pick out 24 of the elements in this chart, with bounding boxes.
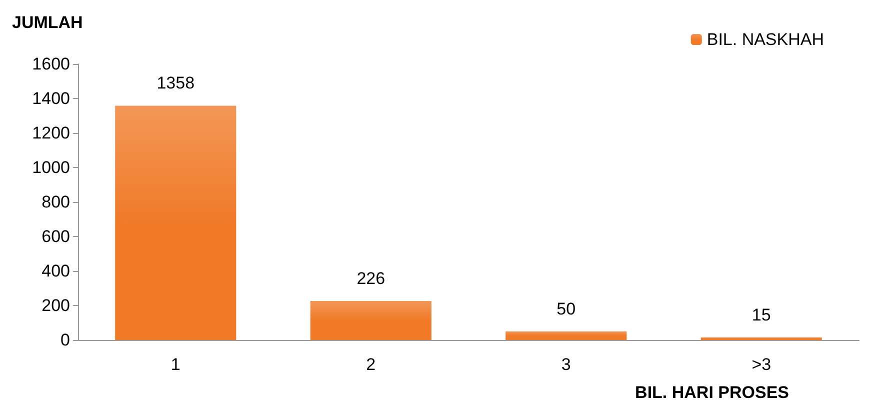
y-tick-label: 1000 — [32, 158, 70, 177]
y-tick-label: 400 — [42, 262, 70, 280]
legend-label: BIL. NASKHAH — [706, 30, 824, 49]
x-axis-title: BIL. HARI PROSES — [635, 383, 790, 402]
y-tick-label: 1200 — [32, 124, 70, 142]
data-label: 226 — [356, 269, 386, 288]
bar — [310, 301, 432, 340]
bar — [700, 337, 822, 340]
data-label: 1358 — [156, 74, 195, 93]
data-label: 15 — [752, 305, 771, 324]
y-axis-title: JUMLAH — [12, 13, 83, 32]
y-tick-label: 800 — [42, 192, 70, 212]
y-tick-label: 0 — [60, 330, 70, 350]
y-tick-label: 1600 — [32, 54, 70, 74]
data-label: 50 — [556, 299, 576, 318]
x-tick-label: 2 — [366, 355, 376, 374]
bar — [115, 106, 236, 340]
bar — [506, 331, 627, 340]
x-tick-label: 3 — [561, 355, 571, 374]
x-tick-label: >3 — [752, 355, 772, 374]
x-tick-label: 1 — [170, 355, 180, 374]
y-tick-label: 600 — [42, 227, 70, 246]
y-tick-label: 200 — [42, 296, 70, 315]
y-tick-label: 1400 — [32, 89, 70, 108]
